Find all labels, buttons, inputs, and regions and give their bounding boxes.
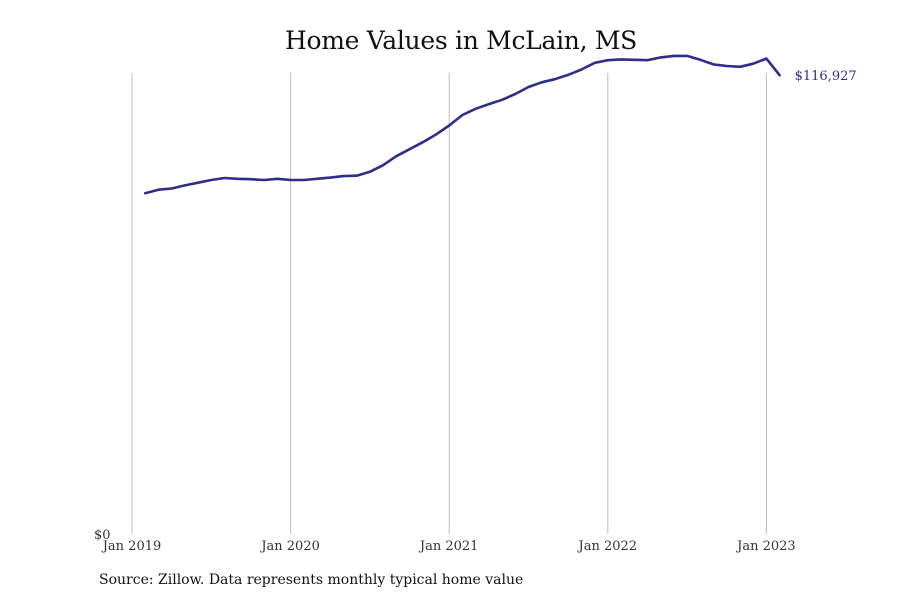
x-tick-label: Jan 2022: [577, 539, 638, 554]
x-tick-label: Jan 2021: [418, 539, 479, 554]
source-note: Source: Zillow. Data represents monthly …: [99, 572, 524, 588]
x-tick-label: Jan 2023: [735, 539, 796, 554]
chart-title: Home Values in McLain, MS: [285, 26, 637, 55]
end-value-label: $116,927: [795, 69, 857, 84]
y-tick-label: $0: [94, 528, 111, 543]
x-tick-label: Jan 2019: [101, 539, 162, 554]
series-line: [143, 54, 781, 195]
x-tick-label: Jan 2020: [259, 539, 320, 554]
